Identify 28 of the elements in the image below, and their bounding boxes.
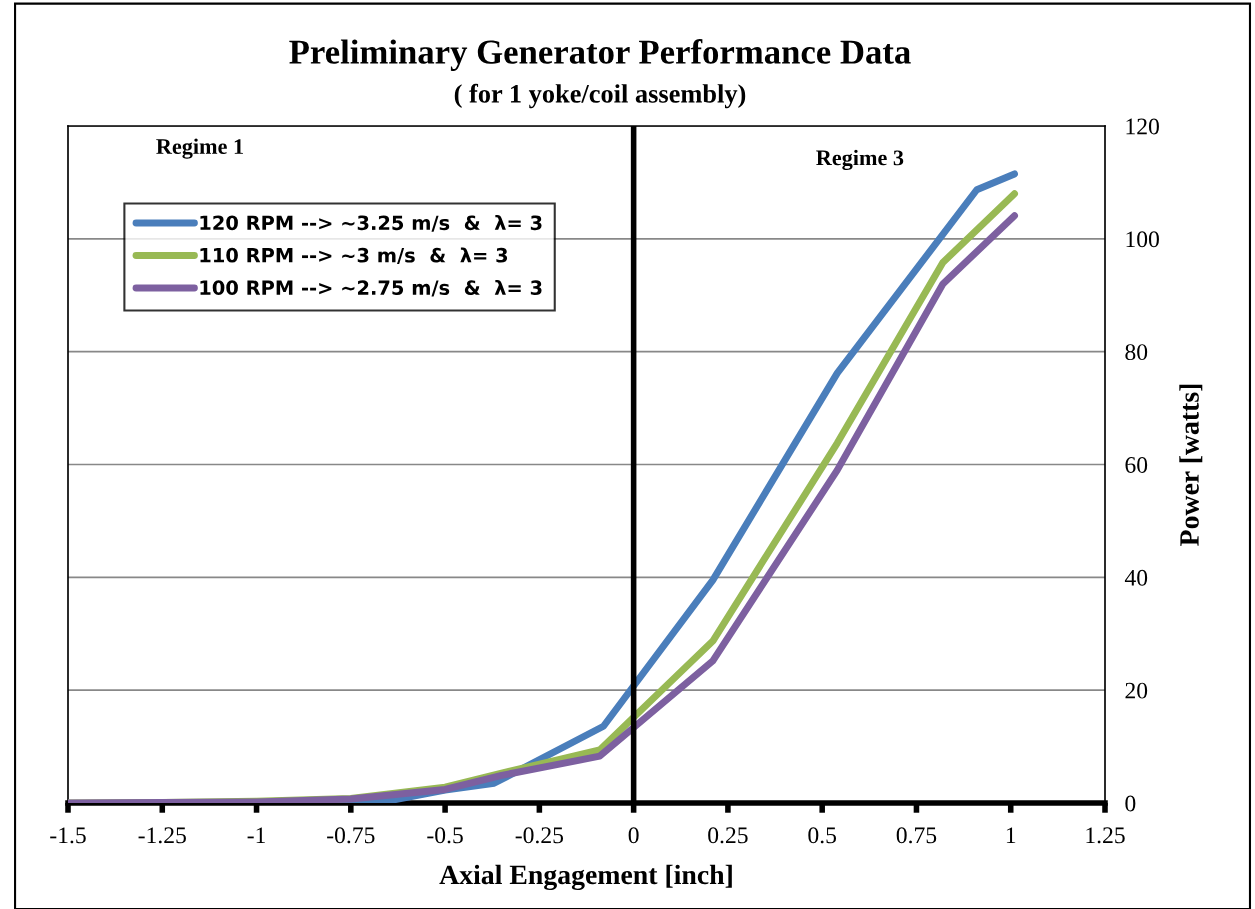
legend-label: 100 RPM --> ~2.75 m/s & λ= 3 [200, 279, 542, 297]
x-tick-label: -1 [247, 827, 265, 843]
x-tick-label: 1.25 [1086, 827, 1125, 844]
y-tick-label: 80 [1125, 344, 1148, 361]
x-tick-label: 1 [1006, 827, 1016, 843]
x-axis-title: Axial Engagement [inch] [439, 864, 732, 891]
x-tick-label: -0.25 [515, 827, 564, 844]
chart-subtitle: ( for 1 yoke/coil assembly) [454, 83, 746, 109]
y-tick-label: 40 [1124, 569, 1148, 586]
y-tick-label: 100 [1126, 231, 1159, 248]
annotation: Regime 3 [816, 149, 904, 171]
x-tick-label: -0.5 [427, 827, 463, 844]
y-tick-label: 20 [1125, 682, 1148, 699]
chart-title: Preliminary Generator Performance Data [289, 39, 911, 71]
x-tick-label: 0.5 [808, 827, 837, 844]
x-tick-label: 0.25 [708, 827, 748, 844]
legend-label: 110 RPM --> ~3 m/s & λ= 3 [200, 247, 508, 265]
y-tick-label: 60 [1125, 456, 1148, 473]
x-tick-label: -1.25 [138, 827, 186, 844]
x-tick-label: -0.75 [327, 827, 375, 844]
x-tick-label: -1.5 [50, 827, 86, 844]
y-tick-label: 120 [1126, 118, 1159, 135]
y-axis-title: Power [watts] [1179, 384, 1203, 546]
x-tick-label: 0 [628, 827, 639, 844]
x-tick-label: 0.75 [896, 827, 937, 844]
y-tick-label: 0 [1125, 795, 1136, 812]
annotation: Regime 1 [156, 138, 243, 159]
legend-label: 120 RPM --> ~3.25 m/s & λ= 3 [200, 215, 542, 232]
